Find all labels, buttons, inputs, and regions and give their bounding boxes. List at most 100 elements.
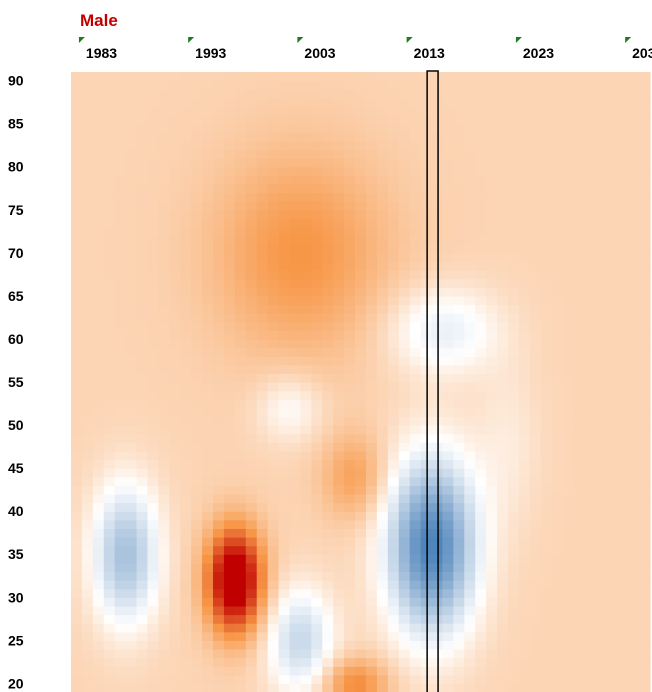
heatmap-cell <box>475 442 487 452</box>
heatmap-cell <box>147 166 159 176</box>
heatmap-cell <box>420 287 433 297</box>
heatmap-cell <box>464 175 476 185</box>
heatmap-cell <box>147 209 159 219</box>
heatmap-cell <box>81 115 94 125</box>
heatmap-cell <box>518 261 531 271</box>
heatmap-cell <box>464 209 476 219</box>
heatmap-cell <box>628 373 640 383</box>
heatmap-cell <box>311 304 323 314</box>
heatmap-cell <box>81 261 94 271</box>
heatmap-cell <box>376 278 389 288</box>
heatmap-cell <box>71 399 83 409</box>
heatmap-cell <box>344 502 356 512</box>
heatmap-cell <box>289 270 302 280</box>
heatmap-cell <box>234 416 247 426</box>
heatmap-cell <box>453 364 465 374</box>
heatmap-cell <box>595 485 607 495</box>
heatmap-cell <box>92 338 105 349</box>
heatmap-cell <box>431 321 444 331</box>
heatmap-cell <box>387 545 400 555</box>
heatmap-cell <box>442 97 454 108</box>
heatmap-cell <box>464 588 476 598</box>
heatmap-cell <box>355 614 367 624</box>
heatmap-cell <box>169 588 181 598</box>
heatmap-cell <box>486 80 498 90</box>
heatmap-cell <box>158 407 170 418</box>
heatmap-cell <box>92 459 105 469</box>
heatmap-cell <box>245 519 258 529</box>
heatmap-cell <box>245 554 258 564</box>
heatmap-cell <box>365 330 378 340</box>
heatmap-cell <box>595 623 607 633</box>
heatmap-cell <box>595 304 607 314</box>
heatmap-cell <box>409 158 422 168</box>
heatmap-cell <box>420 278 433 288</box>
heatmap-cell <box>92 614 105 624</box>
heatmap-cell <box>365 149 378 159</box>
heatmap-cell <box>628 407 640 418</box>
heatmap-cell <box>223 252 236 263</box>
heatmap-cell <box>573 614 586 624</box>
heatmap-cell <box>180 106 192 116</box>
heatmap-cell <box>442 321 454 331</box>
heatmap-cell <box>595 476 607 486</box>
heatmap-cell <box>595 425 607 435</box>
heatmap-cell <box>71 597 83 607</box>
heatmap-cell <box>475 597 487 607</box>
heatmap-cell <box>453 562 465 573</box>
heatmap-cell <box>584 519 596 529</box>
heatmap-cell <box>355 209 367 219</box>
heatmap-cell <box>409 468 422 478</box>
heatmap-cell <box>311 235 323 245</box>
heatmap-cell <box>289 373 302 383</box>
heatmap-cell <box>453 623 465 633</box>
heatmap-cell <box>628 209 640 219</box>
heatmap-cell <box>617 416 629 426</box>
heatmap-cell <box>223 554 236 564</box>
heatmap-cell <box>518 493 531 504</box>
heatmap-cell <box>507 683 520 692</box>
heatmap-cell <box>147 442 159 452</box>
heatmap-cell <box>540 605 553 616</box>
heatmap-cell <box>431 399 444 409</box>
heatmap-cell <box>551 330 564 340</box>
heatmap-cell <box>213 459 225 469</box>
heatmap-cell <box>278 493 291 504</box>
heatmap-cell <box>81 373 94 383</box>
heatmap-cell <box>267 123 280 133</box>
heatmap-cell <box>606 485 618 495</box>
heatmap-cell <box>344 485 356 495</box>
heatmap-cell <box>202 623 214 633</box>
heatmap-cell <box>81 407 94 418</box>
heatmap-cell <box>420 588 433 598</box>
heatmap-cell <box>322 442 334 452</box>
heatmap-cell <box>409 382 422 392</box>
heatmap-cell <box>464 425 476 435</box>
heatmap-cell <box>453 356 465 366</box>
heatmap-cell <box>213 588 225 598</box>
heatmap-cell <box>540 537 553 547</box>
heatmap-cell <box>551 648 564 659</box>
heatmap-cell <box>267 502 280 512</box>
heatmap-cell <box>202 304 214 314</box>
heatmap-cell <box>442 115 454 125</box>
heatmap-cell <box>518 450 531 461</box>
heatmap-cell <box>497 623 509 633</box>
heatmap-cell <box>431 605 444 616</box>
heatmap-cell <box>551 252 564 263</box>
heatmap-cell <box>617 442 629 452</box>
heatmap-cell <box>606 347 618 357</box>
heatmap-cell <box>147 674 159 684</box>
heatmap-cell <box>464 502 476 512</box>
heatmap-cell <box>398 252 411 263</box>
heatmap-cell <box>202 149 214 159</box>
heatmap-cell <box>333 364 345 374</box>
heatmap-cell <box>409 537 422 547</box>
heatmap-cell <box>289 554 302 564</box>
heatmap-cell <box>223 425 236 435</box>
heatmap-cell <box>562 640 575 650</box>
heatmap-cell <box>71 330 83 340</box>
heatmap-cell <box>234 382 247 392</box>
heatmap-cell <box>125 115 138 125</box>
heatmap-cell <box>180 89 192 99</box>
